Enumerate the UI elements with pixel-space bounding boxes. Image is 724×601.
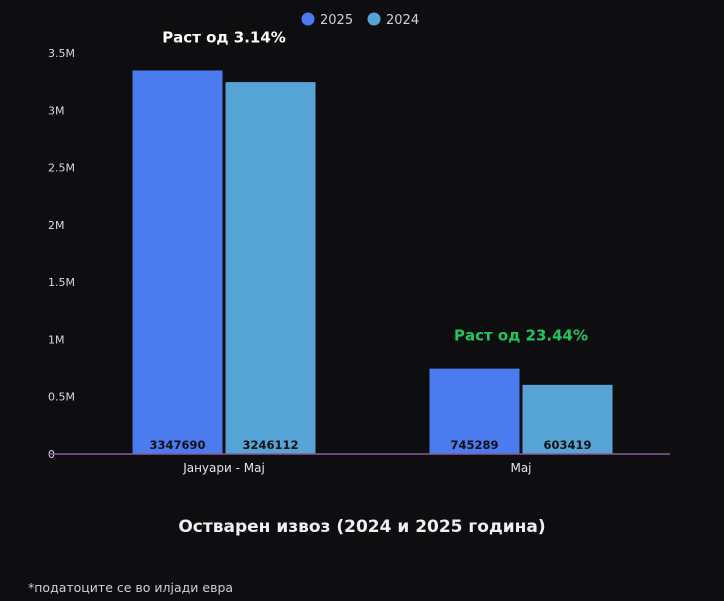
legend-label-2025: 2025 [320,13,353,28]
bar-value-label: 3347690 [149,438,205,452]
category-label: Мај [510,461,531,475]
y-tick-label: 1.5M [48,276,75,289]
growth-annotations: Раст од 3.14% Раст од 23.44% [162,28,588,344]
bar-value-label: 603419 [543,438,591,452]
legend-label-2024: 2024 [386,13,419,28]
bar-2024-0 [225,82,316,454]
y-tick-label: 2.5M [48,162,75,175]
bar-value-label: 745289 [450,438,498,452]
y-tick-label: 1M [48,333,65,346]
y-tick-label: 0.5M [48,391,75,404]
bar-value-label: 3246112 [242,438,298,452]
legend-swatch-2024 [367,12,381,26]
bar-2024-1 [522,384,613,454]
growth-annotation: Раст од 23.44% [454,327,588,345]
legend: 2025 2024 [301,12,419,28]
bar-value-labels: 3347690 3246112 745289 603419 [149,438,591,452]
category-label: Јануари - Мај [182,461,265,475]
bar-2025-0 [132,70,223,454]
y-tick-label: 2M [48,219,65,232]
chart-title: Остварен извоз (2024 и 2025 година) [178,517,545,537]
y-tick-label: 3.5M [48,47,75,60]
bars [132,70,613,454]
x-axis-category-labels: Јануари - Мај Мај [182,461,531,475]
bar-2025-1 [429,368,520,454]
legend-swatch-2025 [301,12,315,26]
growth-annotation: Раст од 3.14% [162,28,286,46]
footnote: *податоците се во илјади евра [28,580,233,595]
y-tick-label: 3M [48,104,65,117]
